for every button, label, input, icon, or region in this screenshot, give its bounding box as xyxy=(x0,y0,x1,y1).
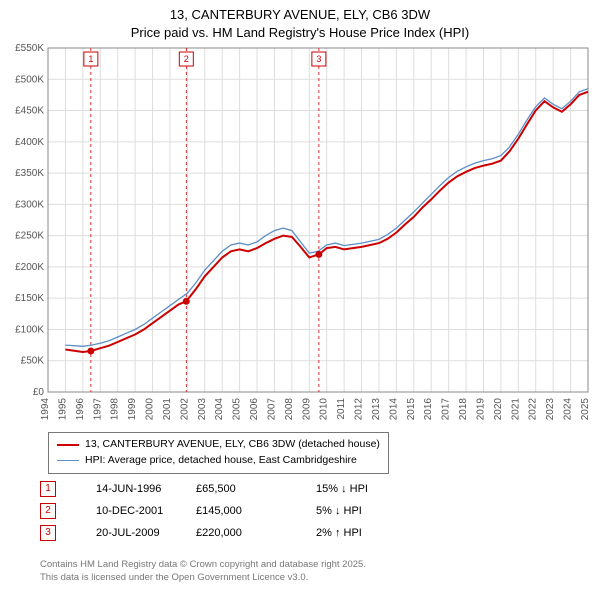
svg-text:2007: 2007 xyxy=(266,398,277,421)
event-delta: 2% ↑ HPI xyxy=(316,522,436,544)
svg-text:2016: 2016 xyxy=(423,398,434,421)
event-price: £220,000 xyxy=(196,522,316,544)
svg-text:2006: 2006 xyxy=(249,398,260,421)
title-line2: Price paid vs. HM Land Registry's House … xyxy=(0,24,600,42)
svg-text:£150K: £150K xyxy=(15,293,44,304)
event-delta: 15% ↓ HPI xyxy=(316,478,436,500)
svg-text:2020: 2020 xyxy=(493,398,504,421)
table-row: 3 20-JUL-2009 £220,000 2% ↑ HPI xyxy=(40,522,436,544)
svg-text:2010: 2010 xyxy=(319,398,330,421)
price-chart: £0 £50K £100K £150K £200K £250K £300K £350K £400… xyxy=(0,42,600,432)
svg-text:2012: 2012 xyxy=(354,398,365,421)
svg-text:3: 3 xyxy=(316,54,321,64)
svg-text:£100K: £100K xyxy=(15,324,44,335)
svg-text:1994: 1994 xyxy=(40,398,51,421)
attribution-line: This data is licensed under the Open Gov… xyxy=(40,572,366,584)
svg-text:£50K: £50K xyxy=(21,356,45,367)
table-row: 1 14-JUN-1996 £65,500 15% ↓ HPI xyxy=(40,478,436,500)
event-price: £65,500 xyxy=(196,478,316,500)
event-date: 14-JUN-1996 xyxy=(56,478,196,500)
attribution-line: Contains HM Land Registry data © Crown c… xyxy=(40,559,366,571)
event-delta: 5% ↓ HPI xyxy=(316,500,436,522)
svg-text:2018: 2018 xyxy=(458,398,469,421)
legend-swatch xyxy=(57,444,79,446)
svg-text:2005: 2005 xyxy=(232,398,243,421)
legend-label: 13, CANTERBURY AVENUE, ELY, CB6 3DW (det… xyxy=(85,437,380,453)
svg-text:2011: 2011 xyxy=(336,398,347,420)
svg-text:£550K: £550K xyxy=(15,43,44,54)
svg-text:£350K: £350K xyxy=(15,168,44,179)
svg-text:2014: 2014 xyxy=(388,398,399,421)
svg-text:2004: 2004 xyxy=(214,398,225,421)
svg-text:1995: 1995 xyxy=(57,398,68,421)
svg-text:2021: 2021 xyxy=(510,398,521,421)
event-price: £145,000 xyxy=(196,500,316,522)
svg-text:2025: 2025 xyxy=(580,398,591,421)
chart-title: 13, CANTERBURY AVENUE, ELY, CB6 3DW Pric… xyxy=(0,0,600,41)
svg-text:2022: 2022 xyxy=(528,398,539,421)
event-date: 20-JUL-2009 xyxy=(56,522,196,544)
svg-text:2008: 2008 xyxy=(284,398,295,421)
event-marker: 2 xyxy=(40,503,56,519)
svg-text:2003: 2003 xyxy=(197,398,208,421)
legend-label: HPI: Average price, detached house, East… xyxy=(85,453,357,469)
svg-text:2001: 2001 xyxy=(162,398,173,421)
svg-text:£200K: £200K xyxy=(15,262,44,273)
svg-text:2017: 2017 xyxy=(441,398,452,421)
svg-text:2: 2 xyxy=(184,54,189,64)
chart-legend: 13, CANTERBURY AVENUE, ELY, CB6 3DW (det… xyxy=(48,432,389,474)
svg-text:1998: 1998 xyxy=(110,398,121,421)
svg-text:2009: 2009 xyxy=(301,398,312,421)
svg-text:£250K: £250K xyxy=(15,231,44,242)
svg-text:£0: £0 xyxy=(33,387,45,398)
attribution: Contains HM Land Registry data © Crown c… xyxy=(40,559,366,584)
legend-item: 13, CANTERBURY AVENUE, ELY, CB6 3DW (det… xyxy=(57,437,380,453)
event-date: 10-DEC-2001 xyxy=(56,500,196,522)
svg-text:1997: 1997 xyxy=(92,398,103,421)
svg-text:1996: 1996 xyxy=(75,398,86,421)
svg-text:£450K: £450K xyxy=(15,106,44,117)
svg-text:2019: 2019 xyxy=(475,398,486,421)
svg-text:2024: 2024 xyxy=(563,398,574,421)
svg-text:2013: 2013 xyxy=(371,398,382,421)
svg-text:2015: 2015 xyxy=(406,398,417,421)
legend-swatch xyxy=(57,460,79,461)
event-marker: 3 xyxy=(40,525,56,541)
event-marker: 1 xyxy=(40,481,56,497)
svg-text:2000: 2000 xyxy=(145,398,156,421)
table-row: 2 10-DEC-2001 £145,000 5% ↓ HPI xyxy=(40,500,436,522)
svg-text:1999: 1999 xyxy=(127,398,138,421)
svg-text:£400K: £400K xyxy=(15,137,44,148)
legend-item: HPI: Average price, detached house, East… xyxy=(57,453,380,469)
svg-text:£300K: £300K xyxy=(15,199,44,210)
title-line1: 13, CANTERBURY AVENUE, ELY, CB6 3DW xyxy=(0,6,600,24)
sale-events-table: 1 14-JUN-1996 £65,500 15% ↓ HPI 2 10-DEC… xyxy=(40,478,436,544)
svg-text:2002: 2002 xyxy=(179,398,190,421)
svg-text:1: 1 xyxy=(88,54,93,64)
svg-text:2023: 2023 xyxy=(545,398,556,421)
svg-text:£500K: £500K xyxy=(15,74,44,85)
